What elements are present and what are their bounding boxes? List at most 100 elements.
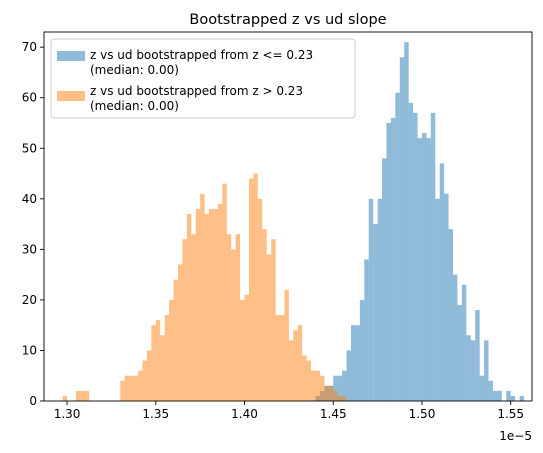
histogram-bar-series-1 xyxy=(453,274,458,401)
histogram-bar-series-1 xyxy=(430,112,436,401)
histogram-bar-series-2 xyxy=(138,370,143,401)
histogram-bar-series-1 xyxy=(359,299,365,401)
histogram-bar-series-1 xyxy=(364,259,369,401)
histogram-bar-series-2 xyxy=(231,249,236,401)
histogram-bar-series-1 xyxy=(342,370,347,401)
axes-frame xyxy=(43,31,533,402)
histogram-bar-series-2 xyxy=(62,395,68,401)
histogram-bar-series-2 xyxy=(129,375,134,401)
histogram-bar-series-2 xyxy=(200,193,205,401)
histogram-bar-series-2 xyxy=(160,335,165,401)
histogram-bar-series-1 xyxy=(417,138,422,401)
histogram-bar-series-1 xyxy=(444,193,449,401)
y-tick-label: 10 xyxy=(22,343,37,357)
histogram-bar-series-2 xyxy=(248,178,254,401)
histogram-bar-series-1 xyxy=(510,395,516,401)
histogram-bars xyxy=(62,42,525,401)
x-tick-label: 1.40 xyxy=(231,407,258,421)
histogram-bar-series-2 xyxy=(173,279,178,401)
histogram-bar-series-1 xyxy=(484,340,489,401)
histogram-bar-series-1 xyxy=(439,163,445,401)
histogram-bar-series-2 xyxy=(275,315,281,401)
histogram-bar-series-1 xyxy=(399,57,405,401)
histogram-bar-series-2 xyxy=(280,315,285,401)
histogram-bar-series-1 xyxy=(497,390,502,401)
histogram-bar-series-2 xyxy=(226,234,232,401)
histogram-bar-series-2 xyxy=(75,390,81,401)
histogram-bar-series-2 xyxy=(266,254,272,401)
x-tick-label: 1.55 xyxy=(497,407,524,421)
histogram-bar-series-1 xyxy=(457,304,462,401)
histogram-bar-series-1 xyxy=(475,310,480,401)
histogram-bar-series-1 xyxy=(519,395,525,401)
histogram-bar-series-2 xyxy=(271,239,276,401)
histogram-bar-series-2 xyxy=(209,208,214,401)
histogram-bar-series-2 xyxy=(284,289,289,401)
x-axis: 1.30 1.35 1.40 1.45 1.50 1.55 xyxy=(54,401,524,421)
histogram-bar-series-1 xyxy=(470,340,476,401)
y-tick-label: 30 xyxy=(22,242,37,256)
histogram-bar-series-1 xyxy=(404,42,409,401)
histogram-bar-series-2 xyxy=(195,208,201,401)
histogram-bar-series-2 xyxy=(324,385,329,401)
y-tick-label: 0 xyxy=(29,394,37,408)
histogram-bar-series-1 xyxy=(466,335,471,401)
histogram-bar-series-1 xyxy=(488,380,493,401)
histogram-bar-series-1 xyxy=(479,375,485,401)
x-tick-label: 1.30 xyxy=(54,407,81,421)
histogram-bar-series-1 xyxy=(435,198,440,401)
x-tick-label: 1.35 xyxy=(142,407,169,421)
x-tick-label: 1.50 xyxy=(409,407,436,421)
histogram-bar-series-2 xyxy=(262,229,267,401)
histogram-bar-series-1 xyxy=(346,350,351,401)
histogram-bar-series-2 xyxy=(315,370,320,401)
chart-title: Bootstrapped z vs ud slope xyxy=(189,12,386,28)
x-tick-label: 1.45 xyxy=(320,407,347,421)
legend-median-series-2: (median: 0.00) xyxy=(90,99,179,113)
histogram-bar-series-2 xyxy=(257,198,263,401)
histogram-bar-series-1 xyxy=(350,325,356,401)
histogram-bar-series-2 xyxy=(328,385,334,401)
histogram-bar-series-2 xyxy=(240,299,245,401)
histogram-bar-series-2 xyxy=(235,234,241,401)
histogram-bar-series-2 xyxy=(151,325,156,401)
histogram-bar-series-1 xyxy=(421,133,427,401)
histogram-bar-series-1 xyxy=(448,229,454,401)
histogram-bar-series-2 xyxy=(297,325,303,401)
histogram-bar-series-1 xyxy=(492,390,498,401)
histogram-bar-series-1 xyxy=(426,138,431,401)
histogram-bar-series-1 xyxy=(368,198,374,401)
histogram-bar-series-1 xyxy=(395,92,400,401)
histogram-bar-series-2 xyxy=(146,350,152,401)
histogram-bar-series-2 xyxy=(244,294,249,401)
y-axis: 0 10 20 30 40 50 60 70 xyxy=(22,40,44,408)
histogram-bar-series-2 xyxy=(222,183,227,401)
y-tick-label: 40 xyxy=(22,192,37,206)
y-tick-label: 70 xyxy=(22,40,37,54)
histogram-bar-series-1 xyxy=(408,102,414,401)
legend-swatch-series-1 xyxy=(57,51,85,61)
histogram-bar-series-2 xyxy=(302,355,307,401)
histogram-bar-series-2 xyxy=(217,203,223,401)
histogram-bar-series-2 xyxy=(204,213,210,401)
y-tick-label: 60 xyxy=(22,91,37,105)
legend: z vs ud bootstrapped from z <= 0.23 (med… xyxy=(50,38,356,119)
histogram-bar-series-2 xyxy=(120,380,125,401)
histogram-bar-series-2 xyxy=(253,173,258,401)
legend-frame xyxy=(50,38,356,119)
histogram-bar-series-1 xyxy=(377,198,383,401)
histogram-bar-series-2 xyxy=(333,390,338,401)
legend-label-series-1: z vs ud bootstrapped from z <= 0.23 xyxy=(90,48,313,62)
histogram-bar-series-2 xyxy=(164,315,170,401)
histogram-bar-series-1 xyxy=(386,122,391,401)
histogram-bar-series-2 xyxy=(337,395,343,401)
histogram-bar-series-1 xyxy=(373,224,378,401)
histogram-bar-series-2 xyxy=(306,360,312,401)
histogram-bar-series-2 xyxy=(133,375,139,401)
histogram-bar-series-2 xyxy=(311,370,316,401)
legend-swatch-series-2 xyxy=(57,91,85,101)
legend-label-series-2: z vs ud bootstrapped from z > 0.23 xyxy=(90,84,303,98)
histogram-bar-series-1 xyxy=(355,325,360,401)
histogram-bar-series-2 xyxy=(80,390,85,401)
